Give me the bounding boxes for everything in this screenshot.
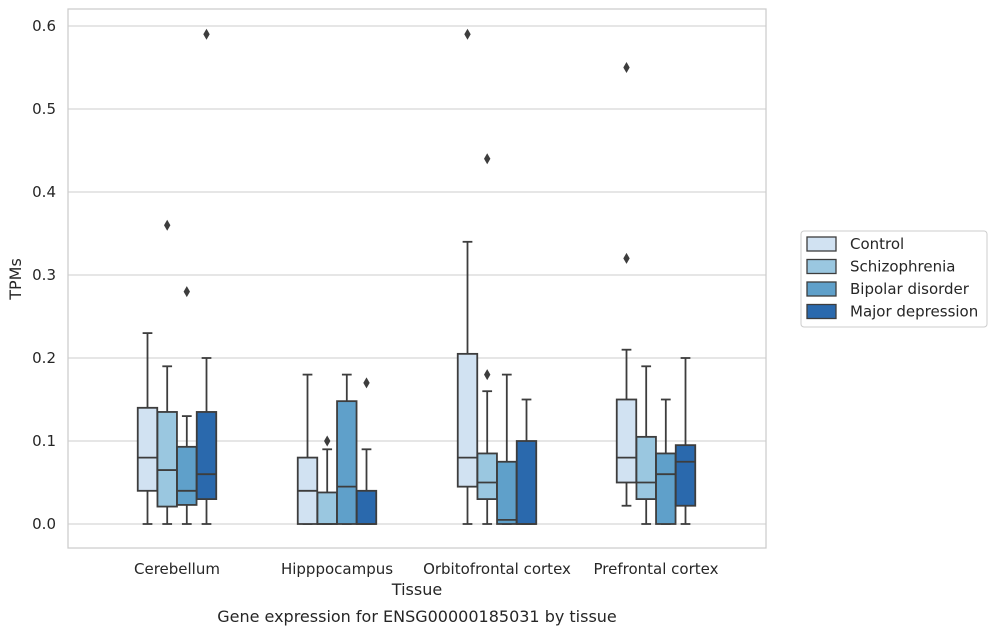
outlier-point xyxy=(183,286,190,298)
legend: Control Schizophrenia Bipolar disorder Majo… xyxy=(800,230,988,328)
box-iqr xyxy=(615,398,638,484)
box-iqr xyxy=(176,445,198,506)
x-axis-title: Tissue xyxy=(391,580,442,599)
legend-label: Bipolar disorder xyxy=(850,280,970,298)
box-control-1 xyxy=(296,373,319,525)
box-major-depression-0 xyxy=(195,28,218,525)
box-iqr xyxy=(456,352,479,488)
outlier-point xyxy=(363,377,370,389)
y-tick-labels: 0.0 0.1 0.2 0.3 0.4 0.5 0.6 xyxy=(32,17,56,533)
box-series xyxy=(136,28,697,525)
outlier-point xyxy=(484,369,491,381)
y-tick-label: 0.3 xyxy=(32,266,56,284)
box-iqr xyxy=(156,411,178,508)
box-iqr xyxy=(655,452,677,525)
box-iqr xyxy=(635,435,657,501)
x-tick-label: Orbitofrontal cortex xyxy=(423,560,571,578)
box-iqr xyxy=(195,411,218,501)
legend-swatch xyxy=(806,303,837,320)
y-tick-label: 0.2 xyxy=(32,349,56,367)
legend-label: Major depression xyxy=(850,303,978,321)
outlier-point xyxy=(464,28,471,40)
legend-swatch xyxy=(806,236,837,252)
box-iqr xyxy=(136,406,159,492)
legend-label: Control xyxy=(850,235,904,253)
box-iqr xyxy=(336,400,358,525)
legend-swatch xyxy=(806,281,837,297)
y-axis-title: TPMs xyxy=(6,258,25,301)
y-tick-label: 0.5 xyxy=(32,100,56,118)
box-iqr xyxy=(355,489,378,525)
outlier-point xyxy=(623,62,630,73)
y-tick-label: 0.4 xyxy=(32,183,56,201)
box-major-depression-2 xyxy=(515,398,538,525)
legend-frame xyxy=(800,230,988,328)
box-schizophrenia-1 xyxy=(316,435,338,525)
x-tick-label: Hipppocampus xyxy=(281,560,393,578)
legend-swatch xyxy=(806,258,837,275)
box-bipolar-disorder-1 xyxy=(336,373,358,525)
x-tick-label: Cerebellum xyxy=(134,560,220,578)
outlier-point xyxy=(203,28,210,40)
outlier-point xyxy=(484,153,491,165)
box-iqr xyxy=(316,491,338,525)
box-bipolar-disorder-2 xyxy=(496,373,518,525)
chart-caption: Gene expression for ENSG00000185031 by t… xyxy=(217,607,617,626)
box-schizophrenia-2 xyxy=(476,153,498,525)
y-tick-label: 0.0 xyxy=(32,515,56,533)
box-iqr xyxy=(515,440,538,525)
outlier-point xyxy=(164,219,171,231)
outlier-point xyxy=(324,435,331,447)
box-major-depression-3 xyxy=(674,357,697,525)
box-iqr xyxy=(496,460,518,525)
outlier-point xyxy=(623,252,630,264)
box-control-2 xyxy=(456,28,479,525)
box-major-depression-1 xyxy=(355,377,378,525)
plot-frame xyxy=(67,8,767,549)
legend-label: Schizophrenia xyxy=(850,258,955,276)
x-tick-labels: Cerebellum Hipppocampus Orbitofrontal cort… xyxy=(134,560,719,578)
y-tick-label: 0.1 xyxy=(32,432,56,450)
box-iqr xyxy=(476,452,498,501)
box-iqr xyxy=(674,444,697,507)
y-tick-label: 0.6 xyxy=(32,17,56,35)
x-tick-label: Prefrontal cortex xyxy=(594,560,719,578)
box-control-0 xyxy=(136,332,159,525)
